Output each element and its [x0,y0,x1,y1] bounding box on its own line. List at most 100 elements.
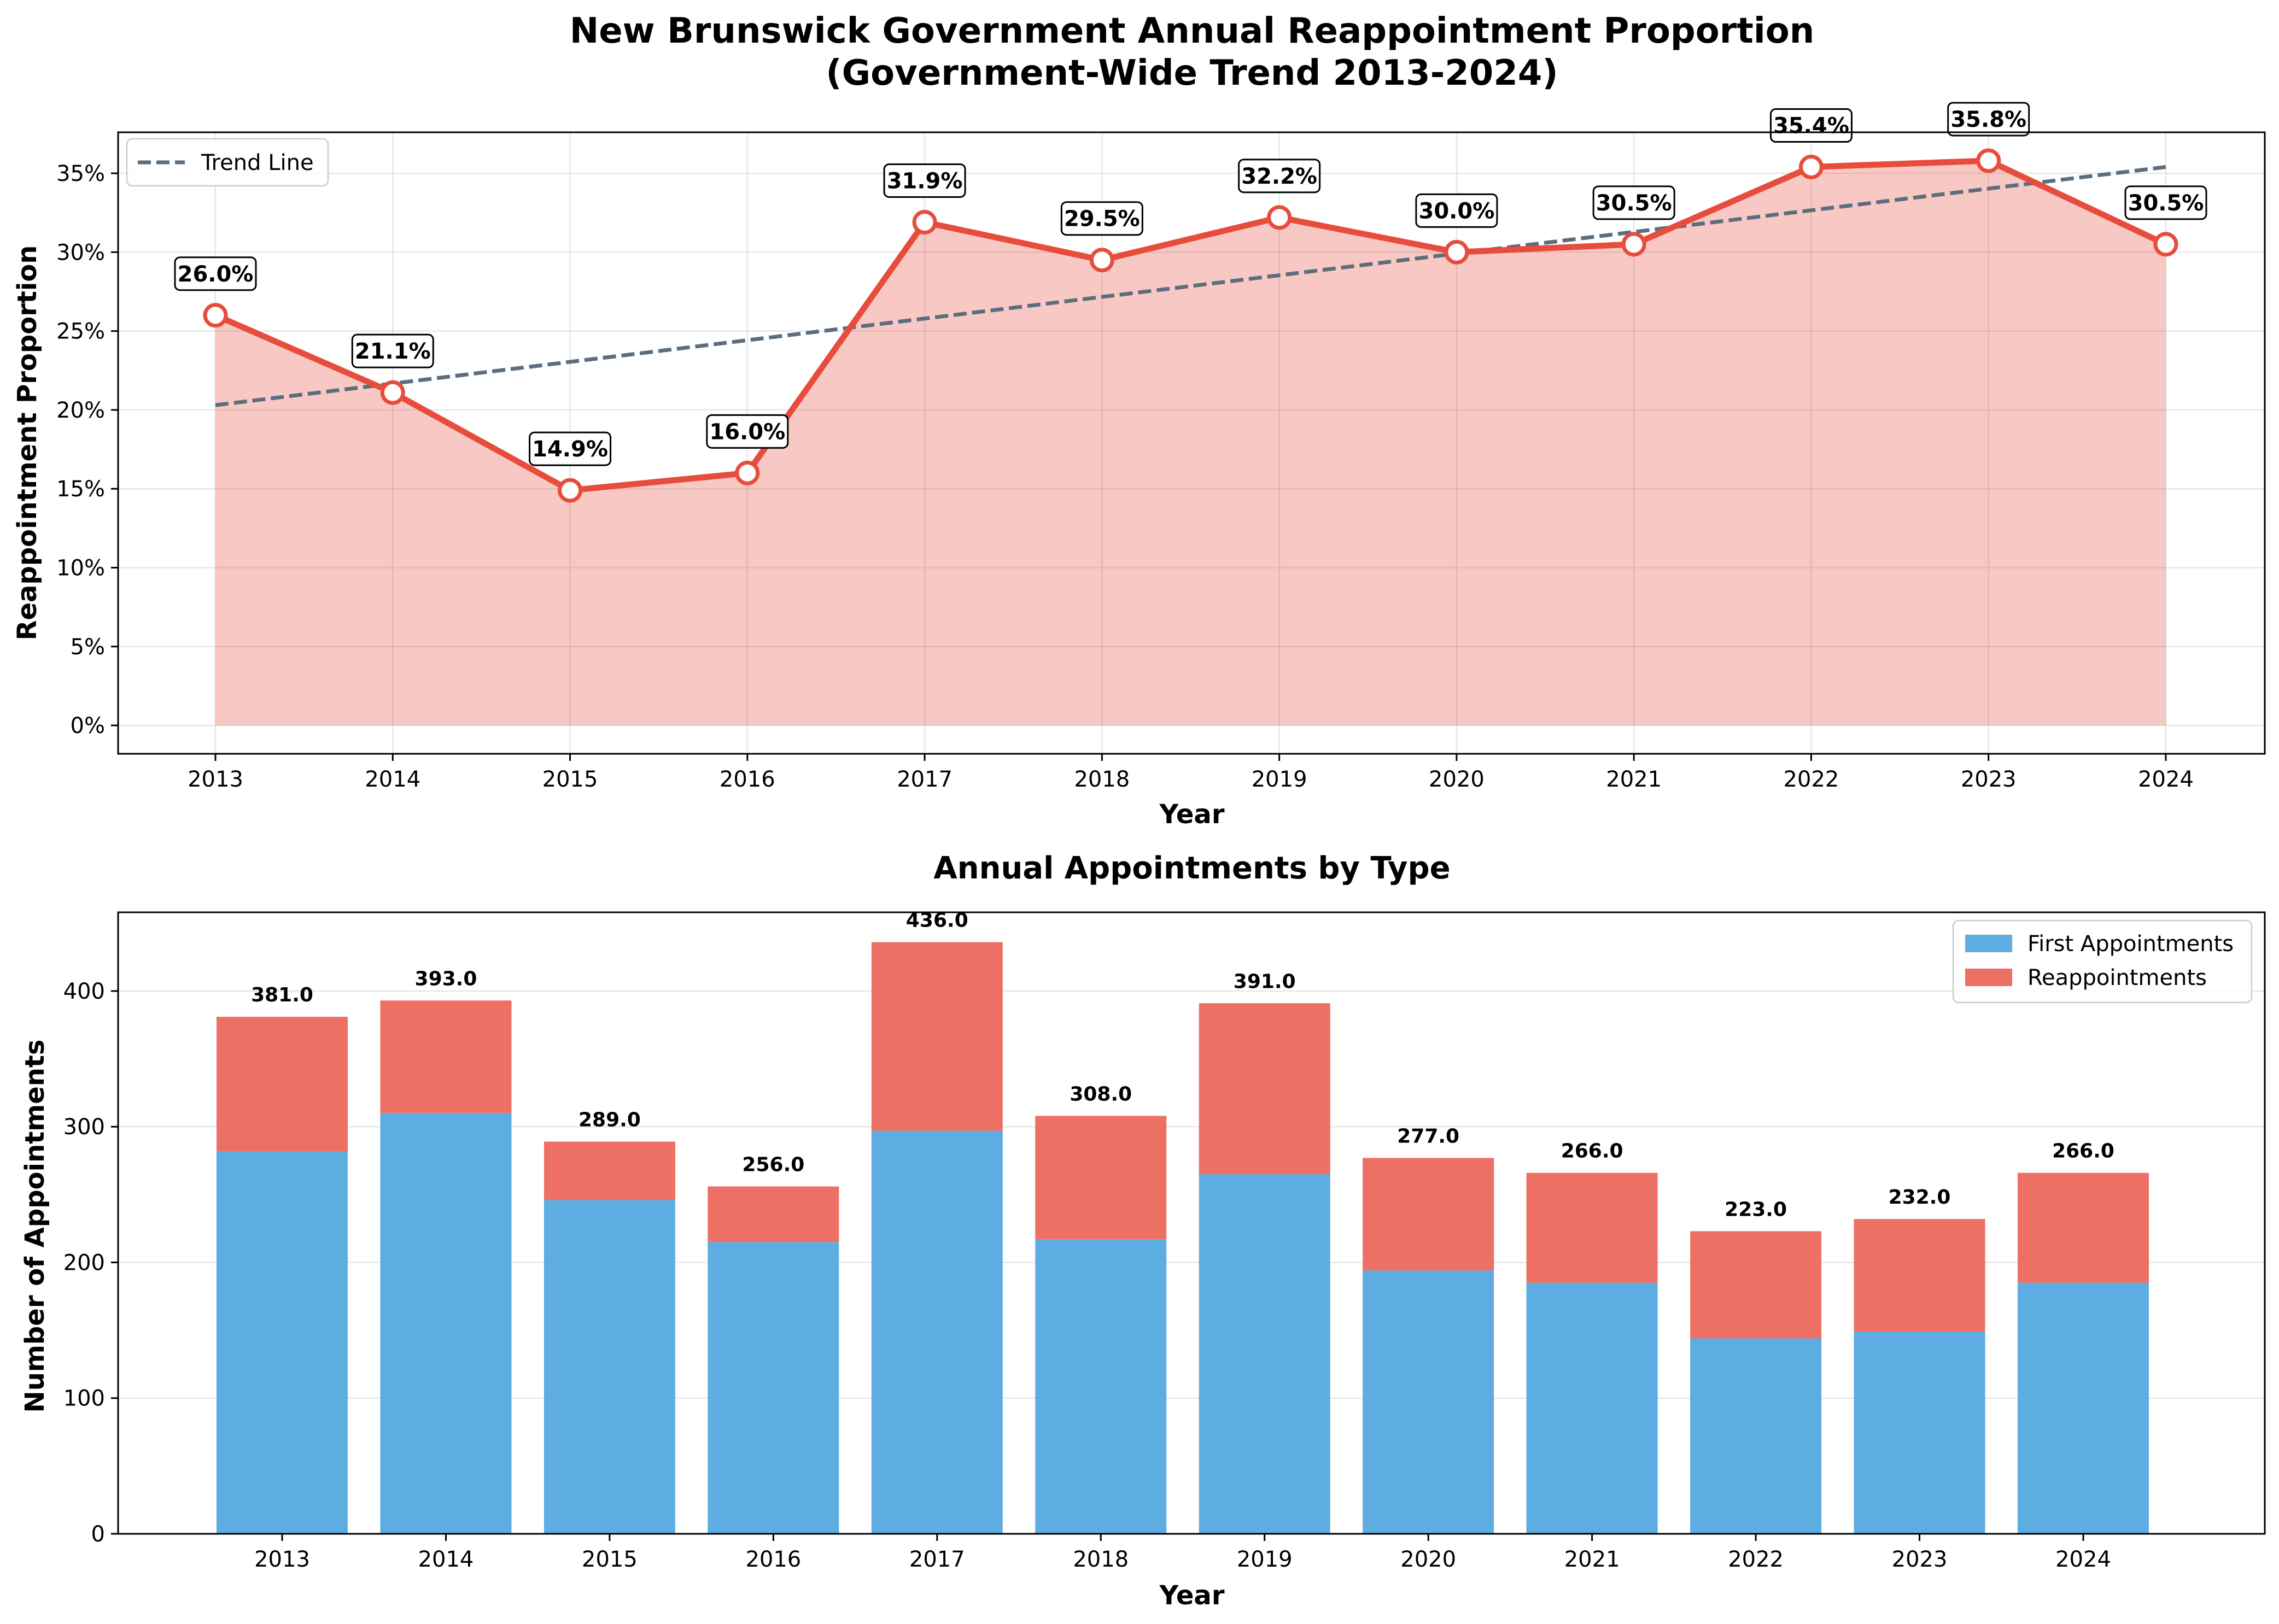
bar-total-label: 232.0 [1889,1186,1951,1209]
x-tick-label: 2019 [1237,1547,1293,1572]
bar-reappointments [1035,1116,1167,1240]
x-tick-label: 2014 [365,767,420,792]
y-tick-label: 30% [56,240,105,265]
x-tick-label: 2018 [1073,1547,1129,1572]
data-label: 29.5% [1060,201,1143,236]
line-point [735,460,760,485]
x-tick-label: 2017 [909,1547,965,1572]
bar-chart-x-axis-label: Year [1159,1580,1225,1611]
data-label: 14.9% [529,431,612,466]
data-label: 16.0% [706,414,789,449]
bar-reappointments [1690,1231,1822,1339]
bar-first-appointments [380,1113,512,1534]
bar-first-appointments [1035,1239,1167,1534]
line-point [1621,232,1646,257]
bar-reappointments [2018,1172,2149,1283]
y-tick-label: 400 [63,979,105,1004]
y-tick-label: 35% [56,161,105,186]
data-label-box [1769,108,1853,143]
legend-reappointments-label: Reappointments [2027,965,2207,990]
y-tick-label: 0% [71,713,105,738]
legend-box [1952,919,2253,1004]
bar-reappointments [1363,1158,1494,1271]
line-chart-y-axis-label: Reappointment Proportion [12,245,43,641]
data-label-box [1947,102,2030,137]
proportion-area-fill [215,160,2166,726]
data-label-text: 31.9% [887,168,963,194]
legend-first-label: First Appointments [2027,931,2234,957]
x-tick-label: 2013 [188,767,243,792]
line-chart-y-ticks: 0% 5% 10% 15% 20% 25% 30% 35% [56,161,118,738]
bar-total-label: 391.0 [1234,970,1296,993]
bar-total-label: 256.0 [742,1153,804,1176]
line-point [558,478,583,503]
x-tick-label: 2015 [582,1547,638,1572]
chart-title: New Brunswick Government Annual Reappoin… [570,11,1815,51]
legend-box [126,138,329,187]
bar-first-appointments [544,1200,675,1534]
bar-total-label: 289.0 [578,1109,641,1131]
line-point [1444,239,1469,265]
x-tick-label: 2018 [1074,767,1130,792]
data-label: 32.2% [1238,159,1321,194]
x-tick-label: 2013 [254,1547,310,1572]
line-point [1798,154,1824,179]
bar-chart-total-labels: 381.0393.0289.0256.0436.0308.0391.0277.0… [251,910,2114,1221]
x-tick-label: 2024 [2055,1547,2111,1572]
data-label-text: 32.2% [1241,164,1317,189]
y-tick-label: 10% [56,555,105,581]
y-tick-label: 300 [63,1115,105,1140]
bar-first-appointments [871,1130,1003,1534]
y-tick-label: 0 [91,1522,105,1547]
bar-reappointments [871,942,1003,1131]
bar-reappointments [1199,1003,1330,1175]
x-tick-label: 2014 [418,1547,474,1572]
data-label: 35.4% [1769,108,1853,143]
y-tick-label: 15% [56,477,105,502]
bar-total-label: 277.0 [1397,1125,1459,1147]
bar-chart-y-ticks: 0 100 200 300 400 [63,979,118,1547]
data-label: 35.8% [1947,102,2030,137]
line-point [1267,205,1292,230]
line-point [203,303,228,328]
bar-chart-bars [217,942,2149,1534]
trend-line [215,165,2166,407]
data-label: 26.0% [174,256,257,291]
bar-first-appointments [1199,1174,1330,1534]
x-tick-label: 2022 [1784,767,1839,792]
y-tick-label: 5% [71,635,105,660]
data-label: 30.0% [1415,193,1498,228]
legend-trend-label: Trend Line [201,150,314,175]
data-label: 31.9% [883,163,966,198]
x-tick-label: 2017 [897,767,952,792]
line-point [1089,248,1114,273]
data-label-box [1592,185,1675,220]
bar-chart-legend: First Appointments Reappointments [1952,919,2253,1004]
data-label-box [1238,159,1321,194]
x-tick-label: 2022 [1728,1547,1784,1572]
data-label-box [174,256,257,291]
line-point [1976,148,2001,173]
bar-reappointments [217,1017,348,1151]
bar-total-label: 266.0 [1561,1140,1623,1163]
bar-chart-title: Annual Appointments by Type [933,851,1450,886]
data-label: 30.5% [2124,185,2207,220]
x-tick-label: 2020 [1400,1547,1456,1572]
bar-total-label: 393.0 [415,968,477,990]
proportion-markers [203,148,2178,503]
bar-reappointments [380,1000,512,1113]
data-label-text: 16.0% [709,419,785,444]
bar-first-appointments [2018,1282,2149,1534]
line-point [912,209,937,234]
x-tick-label: 2015 [542,767,598,792]
bar-first-appointments [1526,1282,1658,1534]
data-label-text: 30.5% [2128,191,2204,216]
chart-subtitle: (Government-Wide Trend 2013-2024) [826,53,1558,93]
legend-first-swatch [1965,935,2012,952]
data-label-box [1060,201,1143,236]
y-tick-label: 200 [63,1250,105,1275]
x-tick-label: 2019 [1252,767,1307,792]
bar-first-appointments [708,1242,839,1534]
x-tick-label: 2023 [1961,767,2017,792]
data-label-text: 26.0% [178,262,254,287]
